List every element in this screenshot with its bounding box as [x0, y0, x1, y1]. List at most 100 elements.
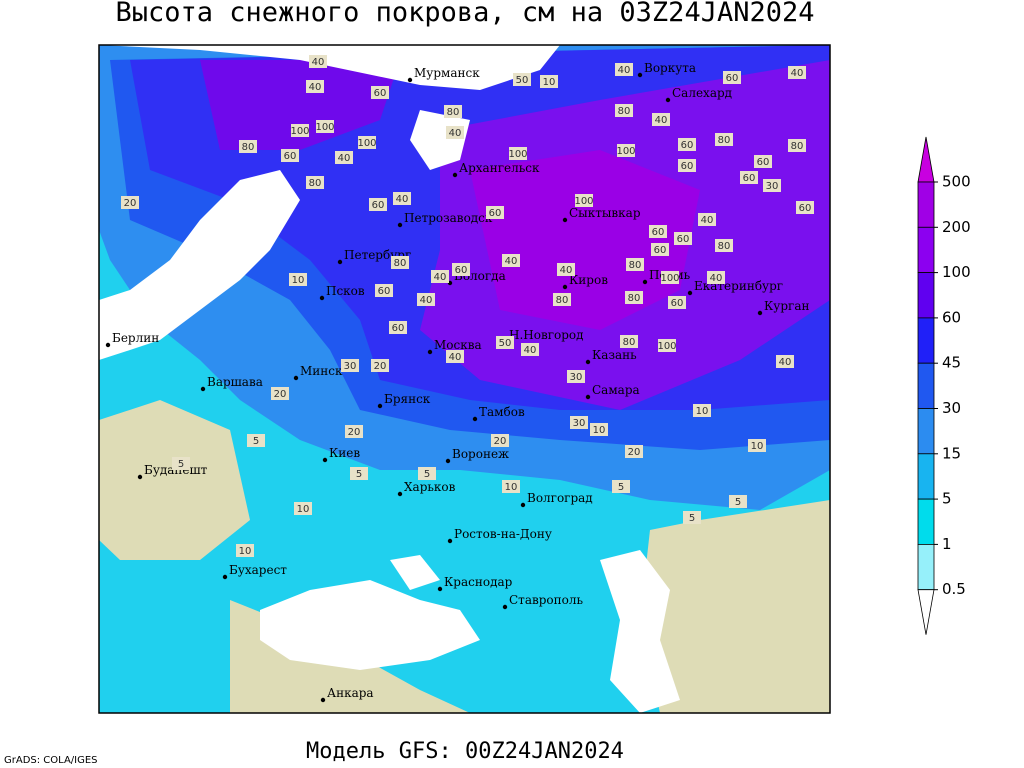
snow-heaviest: [470, 150, 700, 330]
contour-label-box: [306, 176, 324, 189]
contour-label-box: [444, 105, 462, 118]
contour-label: 10: [297, 504, 310, 515]
azov-sea: [390, 555, 440, 590]
contour-label-box: [316, 120, 334, 133]
legend-label: 5: [942, 490, 952, 508]
city-label: Архангельск: [459, 161, 540, 175]
contour-label: 20: [374, 361, 387, 372]
contour-label-box: [678, 138, 696, 151]
contour-label: 10: [751, 441, 764, 452]
contour-label-box: [617, 144, 635, 157]
contour-label: 40: [701, 215, 714, 226]
city-label: Ростов-на-Дону: [454, 527, 552, 541]
contour-label: 40: [434, 272, 447, 283]
city-dot: [137, 474, 143, 480]
contour-label-box: [239, 140, 257, 153]
legend-top-arrow: [917, 136, 935, 183]
contour-label-box: [658, 339, 676, 352]
contour-label: 40: [791, 68, 804, 79]
contour-label-box: [693, 404, 711, 417]
city-dot: [293, 375, 299, 381]
contour-label-box: [615, 63, 633, 76]
contour-label: 20: [124, 198, 137, 209]
contour-label: 100: [357, 138, 376, 149]
city-label: Варшава: [207, 375, 263, 389]
city-label: Тамбов: [479, 405, 525, 419]
contour-label: 10: [239, 546, 252, 557]
legend-swatch: [917, 181, 935, 228]
city-dot: [322, 457, 328, 463]
contour-label-box: [309, 55, 327, 68]
city-label: Мурманск: [414, 66, 480, 80]
contour-label-box: [452, 263, 470, 276]
contour-label: 40: [338, 153, 351, 164]
contour-label-box: [723, 71, 741, 84]
contour-label: 10: [505, 482, 518, 493]
contour-label-box: [729, 495, 747, 508]
contour-label: 40: [524, 345, 537, 356]
contour-label: 60: [757, 157, 770, 168]
city-label: Киев: [329, 446, 360, 460]
city-dot: [472, 416, 478, 422]
contour-label-box: [590, 423, 608, 436]
legend-label: 60: [942, 308, 961, 326]
contour-label: 100: [660, 273, 679, 284]
contour-label: 60: [681, 140, 694, 151]
city-dot: [637, 72, 643, 78]
city-dot: [562, 284, 568, 290]
contour-label: 5: [618, 482, 624, 493]
legend-swatch: [917, 272, 935, 319]
city-label: Краснодар: [444, 575, 513, 589]
contour-label-box: [521, 343, 539, 356]
city-label: Волгоград: [527, 491, 593, 505]
contour-label: 60: [681, 161, 694, 172]
city-dot: [452, 172, 458, 178]
contour-label-box: [375, 284, 393, 297]
city-dot: [320, 697, 326, 703]
city-label: Казань: [592, 348, 637, 362]
contour-label: 100: [508, 149, 527, 160]
contour-label-box: [615, 104, 633, 117]
contour-label-box: [575, 194, 593, 207]
contour-label: 40: [655, 115, 668, 126]
contour-label: 80: [628, 293, 641, 304]
contour-label: 100: [574, 196, 593, 207]
contour-label-box: [496, 336, 514, 349]
city-dot: [397, 222, 403, 228]
contour-label-box: [371, 359, 389, 372]
legend-swatch: [917, 317, 935, 364]
contour-label-box: [715, 239, 733, 252]
contour-label-box: [491, 434, 509, 447]
bare-land: [99, 400, 250, 560]
caspian-sea: [600, 550, 680, 713]
contour-label: 5: [253, 436, 259, 447]
legend-label: 45: [942, 354, 961, 372]
contour-label: 20: [348, 427, 361, 438]
contour-label: 80: [447, 107, 460, 118]
contour-label-box: [625, 291, 643, 304]
bare-land: [640, 500, 830, 713]
contour-label-box: [345, 425, 363, 438]
city-label: Москва: [434, 338, 482, 352]
contour-label: 40: [309, 82, 322, 93]
city-label: Сыктывкар: [569, 206, 641, 220]
city-label: Курган: [764, 299, 809, 313]
contour-label: 80: [718, 135, 731, 146]
contour-label-box: [776, 355, 794, 368]
contour-label-box: [389, 321, 407, 334]
model-caption: Модель GFS: 00Z24JAN2024: [306, 739, 624, 764]
contour-label: 5: [424, 469, 430, 480]
credit: GrADS: COLA/IGES: [4, 755, 98, 766]
city-label: Киров: [569, 273, 608, 287]
contour-label-box: [796, 201, 814, 214]
contour-label-box: [417, 293, 435, 306]
contour-label: 40: [449, 128, 462, 139]
contour-label: 80: [791, 141, 804, 152]
white-sea: [410, 110, 470, 170]
contour-label-box: [289, 273, 307, 286]
contour-label: 30: [766, 181, 779, 192]
city-label: Салехард: [672, 86, 732, 100]
contour-label: 80: [718, 241, 731, 252]
contour-label-box: [625, 445, 643, 458]
contour-label: 60: [378, 286, 391, 297]
